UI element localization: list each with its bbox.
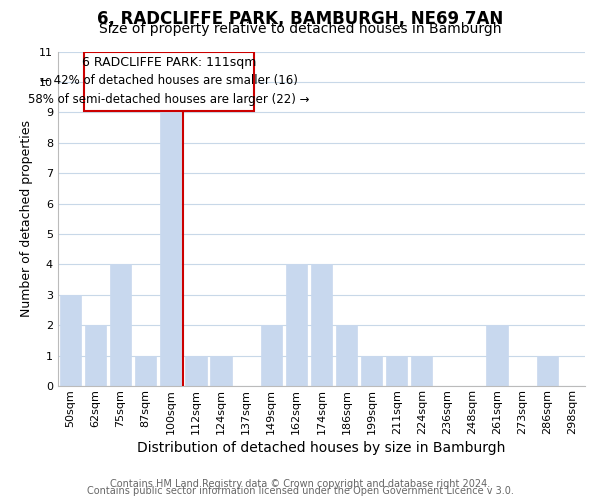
X-axis label: Distribution of detached houses by size in Bamburgh: Distribution of detached houses by size … <box>137 441 506 455</box>
Text: 58% of semi-detached houses are larger (22) →: 58% of semi-detached houses are larger (… <box>28 92 310 106</box>
Bar <box>336 326 357 386</box>
Bar <box>185 356 206 386</box>
Bar <box>260 326 282 386</box>
Y-axis label: Number of detached properties: Number of detached properties <box>20 120 34 318</box>
Bar <box>135 356 157 386</box>
Bar <box>411 356 433 386</box>
Text: Size of property relative to detached houses in Bamburgh: Size of property relative to detached ho… <box>99 22 501 36</box>
Bar <box>160 112 181 386</box>
Text: 6 RADCLIFFE PARK: 111sqm: 6 RADCLIFFE PARK: 111sqm <box>82 56 256 69</box>
Bar <box>210 356 232 386</box>
Text: 6, RADCLIFFE PARK, BAMBURGH, NE69 7AN: 6, RADCLIFFE PARK, BAMBURGH, NE69 7AN <box>97 10 503 28</box>
Bar <box>361 356 382 386</box>
Text: Contains public sector information licensed under the Open Government Licence v : Contains public sector information licen… <box>86 486 514 496</box>
Bar <box>311 264 332 386</box>
FancyBboxPatch shape <box>84 52 254 111</box>
Bar <box>487 326 508 386</box>
Text: Contains HM Land Registry data © Crown copyright and database right 2024.: Contains HM Land Registry data © Crown c… <box>110 479 490 489</box>
Bar <box>59 295 81 386</box>
Bar <box>536 356 558 386</box>
Bar <box>386 356 407 386</box>
Text: ← 42% of detached houses are smaller (16): ← 42% of detached houses are smaller (16… <box>40 74 298 87</box>
Bar <box>110 264 131 386</box>
Bar <box>85 326 106 386</box>
Bar <box>286 264 307 386</box>
